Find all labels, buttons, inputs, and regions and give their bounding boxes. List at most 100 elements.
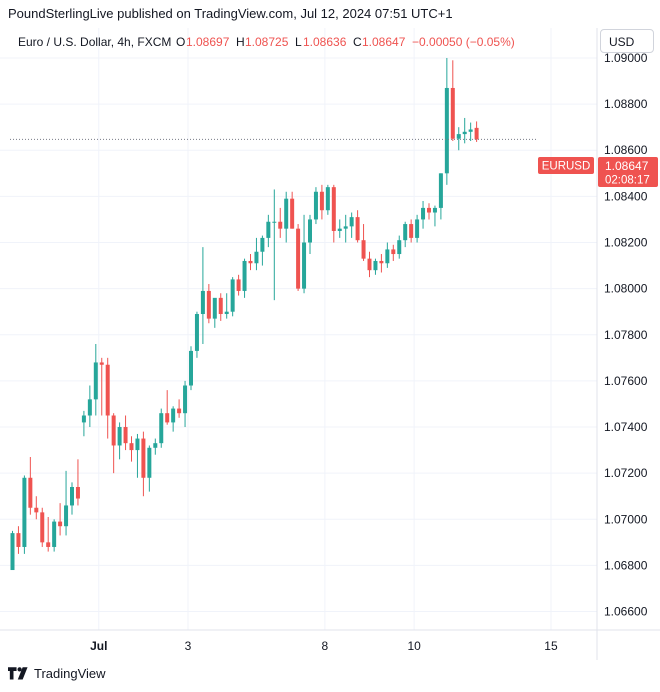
candle: [361, 224, 366, 261]
candle-body: [87, 399, 92, 416]
candle-body: [159, 413, 164, 444]
candle: [468, 122, 473, 142]
candle-body: [206, 290, 211, 319]
candle: [379, 254, 384, 273]
candle: [308, 214, 312, 255]
candle: [159, 408, 164, 448]
candle-body: [284, 198, 289, 229]
candle: [22, 475, 27, 554]
candle-body: [278, 221, 283, 229]
candle-body: [64, 505, 69, 527]
candle-body: [194, 314, 199, 351]
candle: [129, 436, 134, 462]
candle: [10, 530, 15, 571]
candle: [212, 297, 217, 328]
candle-body: [438, 173, 443, 208]
legend-h-label: H: [236, 35, 245, 49]
candle-body: [266, 221, 271, 238]
candle-body: [58, 521, 63, 527]
y-tick-label: 1.07200: [604, 466, 648, 480]
candle: [147, 445, 152, 492]
currency-button[interactable]: USD: [600, 29, 654, 53]
candle-body: [135, 438, 140, 451]
y-tick-label: 1.07800: [604, 328, 648, 342]
candle-body: [177, 408, 182, 414]
candle-body: [171, 408, 176, 423]
candle-body: [391, 249, 396, 255]
candle-body: [355, 217, 360, 241]
candle: [456, 127, 461, 151]
candle-body: [260, 237, 265, 252]
candle: [153, 438, 158, 455]
candle-body: [40, 512, 45, 543]
candle-body: [99, 362, 104, 365]
candle: [272, 189, 277, 301]
candle: [123, 415, 128, 451]
legend-l-value: 1.08636: [303, 35, 347, 49]
candle: [462, 117, 467, 144]
candle: [331, 184, 336, 243]
grid: [0, 28, 597, 630]
candle: [58, 503, 63, 536]
candle: [325, 184, 330, 215]
candle: [450, 60, 455, 142]
candle: [183, 380, 188, 428]
candle-body: [236, 279, 241, 291]
candle: [373, 258, 378, 275]
candle: [34, 496, 39, 520]
candle-body: [218, 297, 223, 315]
candle: [290, 191, 295, 229]
candle: [99, 357, 104, 416]
candle-body: [403, 224, 408, 241]
candle: [296, 224, 301, 291]
y-tick-label: 1.07400: [604, 420, 648, 434]
price-tag-countdown: 02:08:17: [605, 175, 650, 187]
candle: [319, 184, 324, 220]
x-axis-labels: Jul 3 8 10 15: [90, 639, 558, 653]
candle-body: [129, 443, 134, 451]
legend-c-label: C: [353, 35, 362, 49]
candle: [355, 210, 360, 243]
candle: [189, 346, 193, 391]
y-tick-label: 1.08800: [604, 97, 648, 111]
candle-body: [385, 249, 390, 264]
legend-h-value: 1.08725: [245, 35, 289, 49]
candle-body: [200, 290, 205, 315]
y-tick-label: 1.06600: [604, 605, 648, 619]
candle: [415, 214, 420, 243]
y-tick-label: 1.07000: [604, 512, 648, 526]
tradingview-logo[interactable]: TradingView: [8, 666, 106, 681]
candle-body: [165, 413, 170, 423]
candle-body: [224, 311, 229, 315]
y-tick-label: 1.08400: [604, 189, 648, 203]
x-tick-label: 3: [185, 639, 192, 653]
candle: [302, 214, 307, 294]
candle-body: [421, 207, 426, 220]
candle: [224, 293, 229, 319]
candle: [200, 247, 205, 344]
candle: [427, 203, 431, 220]
candle-body: [81, 415, 86, 423]
candle: [438, 173, 443, 220]
y-tick-label: 1.08600: [604, 143, 648, 157]
price-tag-bg: [598, 157, 658, 187]
candle: [117, 422, 122, 460]
candle: [165, 390, 170, 425]
candle: [111, 413, 116, 474]
candle-body: [10, 533, 15, 571]
candle: [87, 385, 92, 428]
candle: [194, 311, 199, 358]
candle-body: [361, 240, 366, 259]
candle-body: [373, 260, 378, 271]
candle: [284, 191, 289, 243]
candle: [40, 507, 45, 547]
symbol-tag-label: EURUSD: [542, 161, 591, 173]
candle: [391, 244, 396, 261]
candle-body: [290, 198, 295, 229]
candle-body: [367, 258, 372, 271]
candle: [421, 200, 426, 229]
candle-body: [117, 427, 122, 446]
candle-body: [183, 385, 188, 414]
candle-body: [46, 542, 51, 547]
